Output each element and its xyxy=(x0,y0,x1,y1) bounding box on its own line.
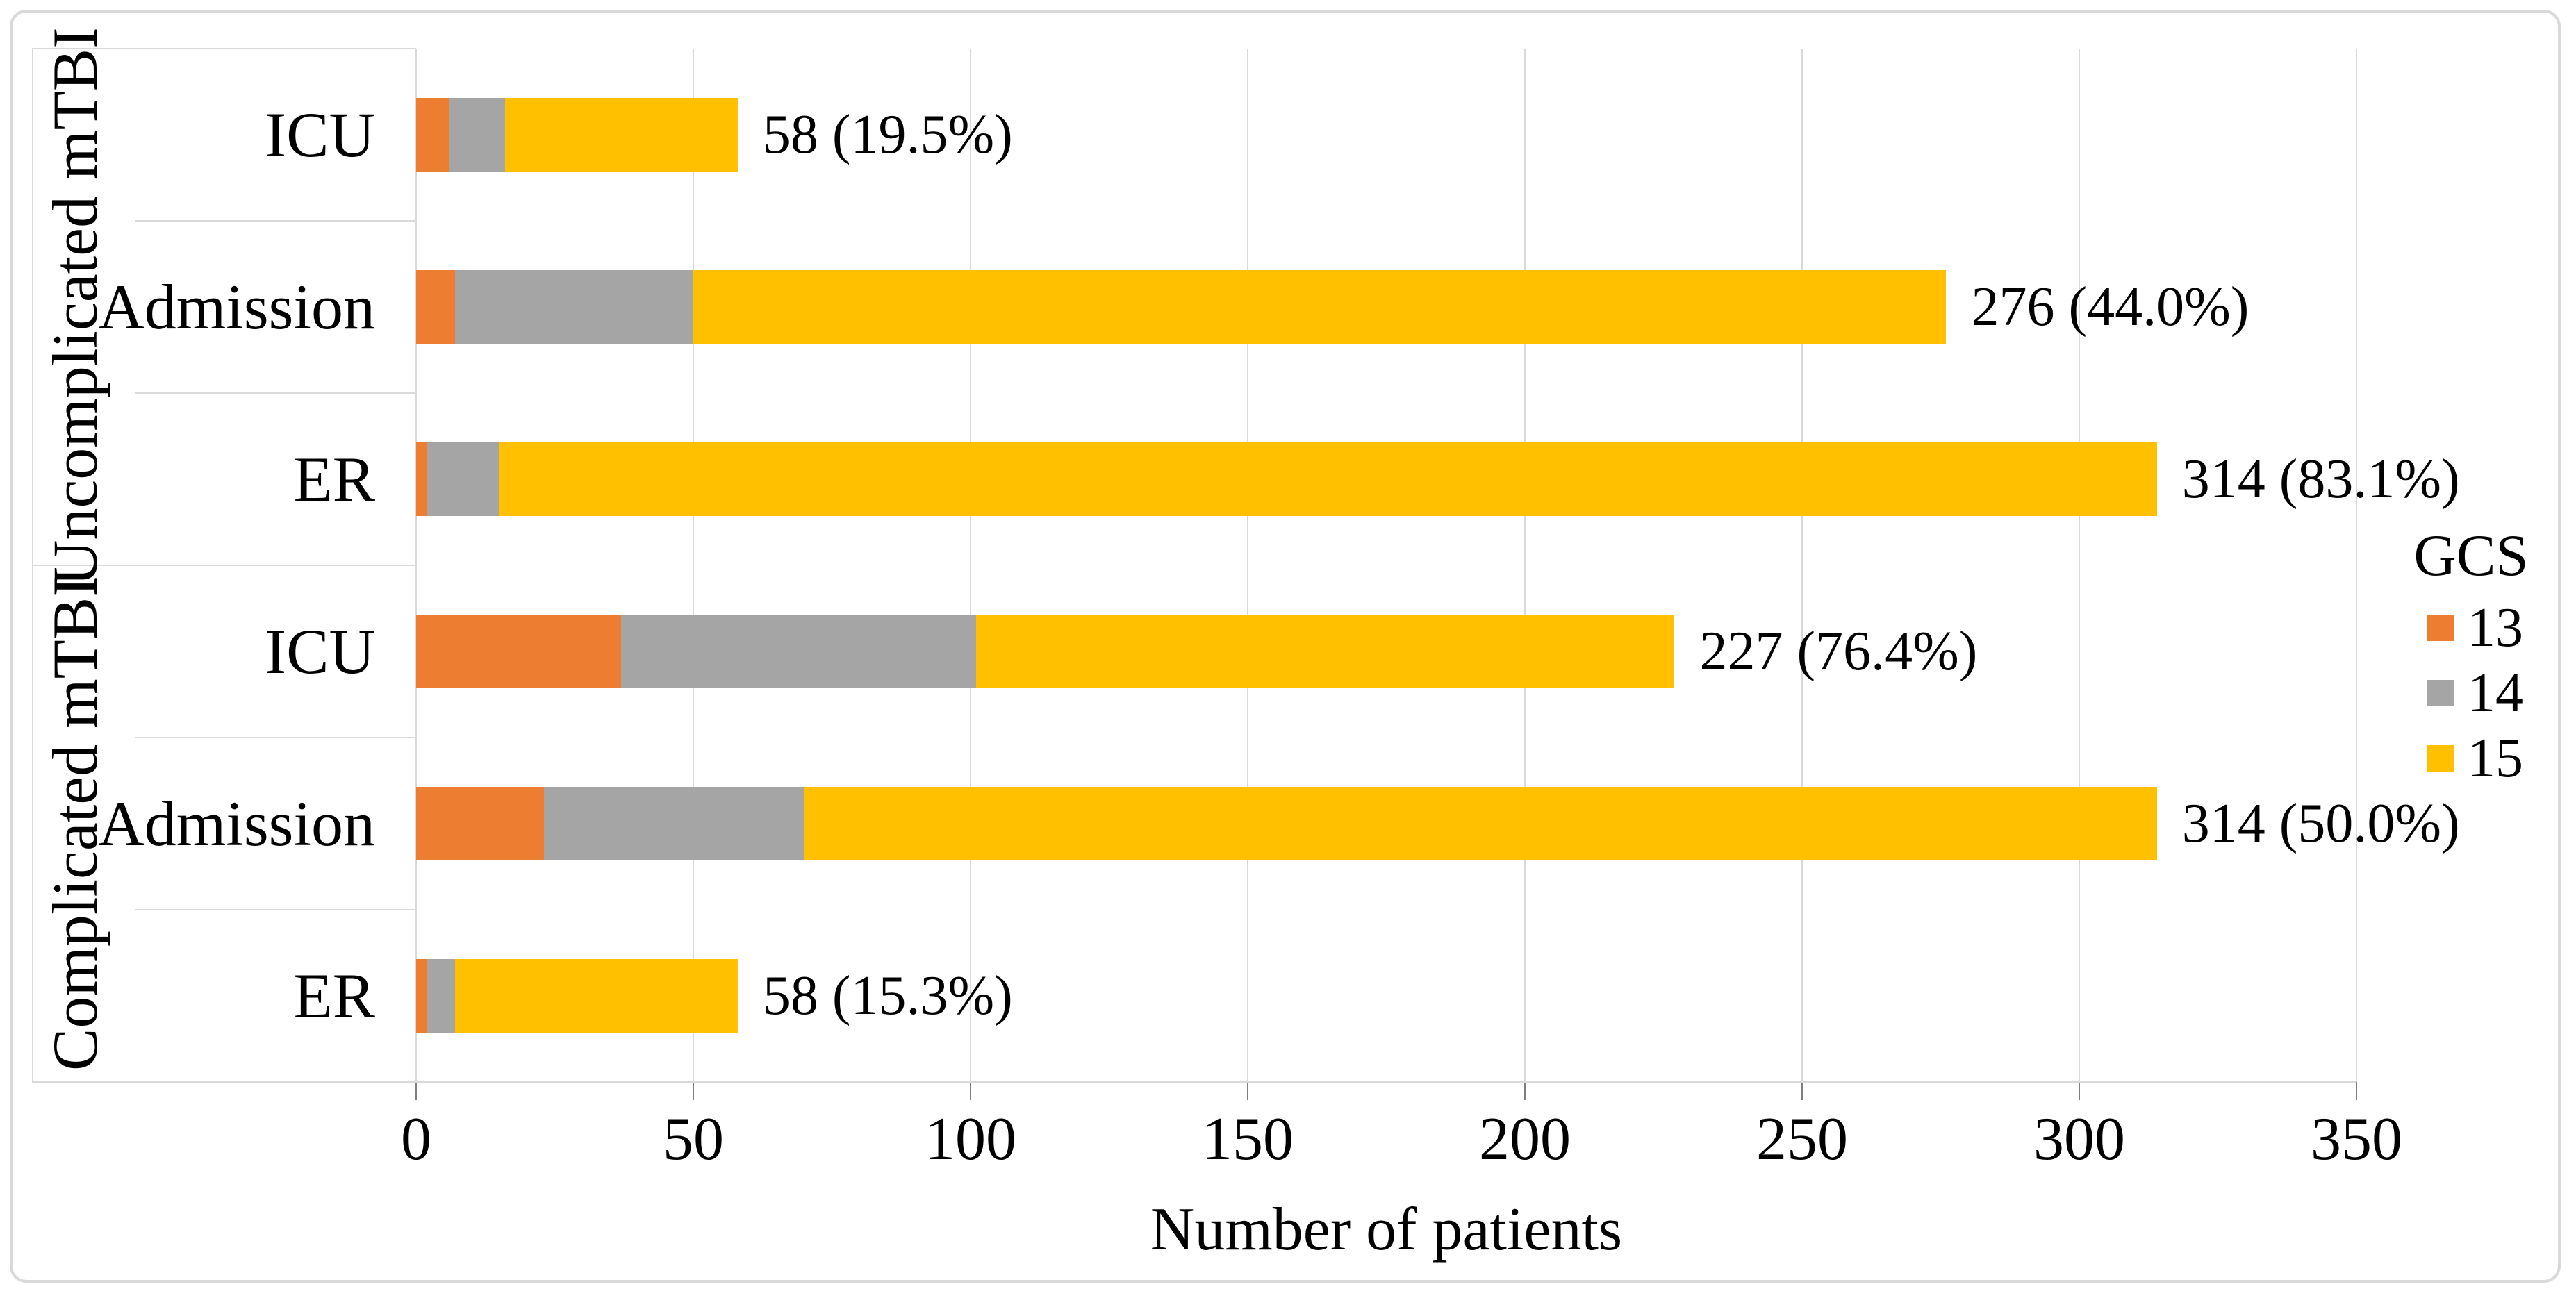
bar-segment-gcs-13 xyxy=(416,98,449,172)
row-separator-line xyxy=(135,909,416,910)
gridline xyxy=(1247,49,1248,1082)
x-tick-label: 100 xyxy=(925,1106,1016,1173)
bar-segment-gcs-15 xyxy=(693,270,1947,344)
group-label: Complicated mTBI xyxy=(40,576,110,1072)
legend-item-label: 14 xyxy=(2468,663,2523,724)
axis-tick xyxy=(2079,1082,2080,1100)
legend-swatch-gcs-15 xyxy=(2427,745,2454,772)
gridline xyxy=(2079,49,2080,1082)
category-label: ICU xyxy=(265,616,375,687)
bar-segment-gcs-15 xyxy=(504,98,738,172)
bar-segment-gcs-13 xyxy=(416,787,544,860)
bar-segment-gcs-13 xyxy=(416,442,427,516)
gridline xyxy=(2356,49,2357,1082)
x-tick-label: 250 xyxy=(1756,1106,1848,1173)
bar-segment-gcs-13 xyxy=(416,959,427,1033)
bar-segment-gcs-14 xyxy=(427,959,455,1033)
x-tick-label: 350 xyxy=(2311,1106,2402,1173)
axis-tick xyxy=(1524,1082,1526,1100)
axis-tick xyxy=(2356,1082,2357,1100)
category-label: ER xyxy=(293,960,375,1031)
bar-segment-gcs-15 xyxy=(454,959,738,1033)
bar-segment-gcs-15 xyxy=(804,787,2157,860)
bar-segment-gcs-13 xyxy=(416,270,455,344)
bar-segment-gcs-14 xyxy=(543,787,804,860)
bar-segment-gcs-14 xyxy=(621,615,976,688)
bar-segment-gcs-14 xyxy=(454,270,693,344)
bar-data-label: 314 (83.1%) xyxy=(2181,449,2460,510)
label-area-top-border xyxy=(32,48,416,49)
row-separator-line xyxy=(135,392,416,394)
legend-title: GCS xyxy=(2413,523,2529,588)
legend-swatch-gcs-13 xyxy=(2427,615,2454,641)
legend-swatch-gcs-14 xyxy=(2427,680,2454,706)
x-tick-label: 150 xyxy=(1202,1106,1294,1173)
category-label: ICU xyxy=(265,99,375,170)
bar-segment-gcs-15 xyxy=(975,615,1675,688)
category-label: Admission xyxy=(98,272,375,342)
row-separator-line xyxy=(135,220,416,222)
x-tick-label: 200 xyxy=(1479,1106,1571,1173)
bar-segment-gcs-15 xyxy=(499,442,2157,516)
axis-tick xyxy=(970,1082,971,1100)
gridline xyxy=(693,49,694,1082)
category-label: Admission xyxy=(98,788,375,859)
legend-item-label: 15 xyxy=(2468,728,2523,789)
gridline xyxy=(1524,49,1526,1082)
gridline xyxy=(1801,49,1803,1082)
bar-segment-gcs-13 xyxy=(416,615,622,688)
bar-data-label: 314 (50.0%) xyxy=(2181,793,2460,854)
gridline xyxy=(415,49,417,1082)
group-separator-line xyxy=(32,565,416,566)
x-axis-title: Number of patients xyxy=(1150,1196,1623,1263)
gridline xyxy=(970,49,971,1082)
group-label: Uncomplicated mTBI xyxy=(40,27,110,587)
figure-border xyxy=(10,10,2561,1283)
axis-tick xyxy=(693,1082,694,1100)
bar-segment-gcs-14 xyxy=(449,98,505,172)
category-label: ER xyxy=(293,444,375,515)
bar-segment-gcs-14 xyxy=(427,442,499,516)
x-tick-label: 50 xyxy=(663,1106,724,1173)
x-tick-label: 300 xyxy=(2033,1106,2125,1173)
axis-tick xyxy=(1247,1082,1248,1100)
x-tick-label: 0 xyxy=(401,1106,431,1173)
bar-data-label: 58 (19.5%) xyxy=(762,104,1013,165)
legend-item-label: 13 xyxy=(2468,597,2523,658)
category-axis-line xyxy=(32,1081,2356,1083)
bar-data-label: 58 (15.3%) xyxy=(762,965,1013,1026)
bar-data-label: 227 (76.4%) xyxy=(1699,621,1978,682)
axis-tick xyxy=(1801,1082,1803,1100)
axis-tick xyxy=(415,1082,417,1100)
row-separator-line xyxy=(135,737,416,738)
bar-data-label: 276 (44.0%) xyxy=(1971,276,2249,338)
